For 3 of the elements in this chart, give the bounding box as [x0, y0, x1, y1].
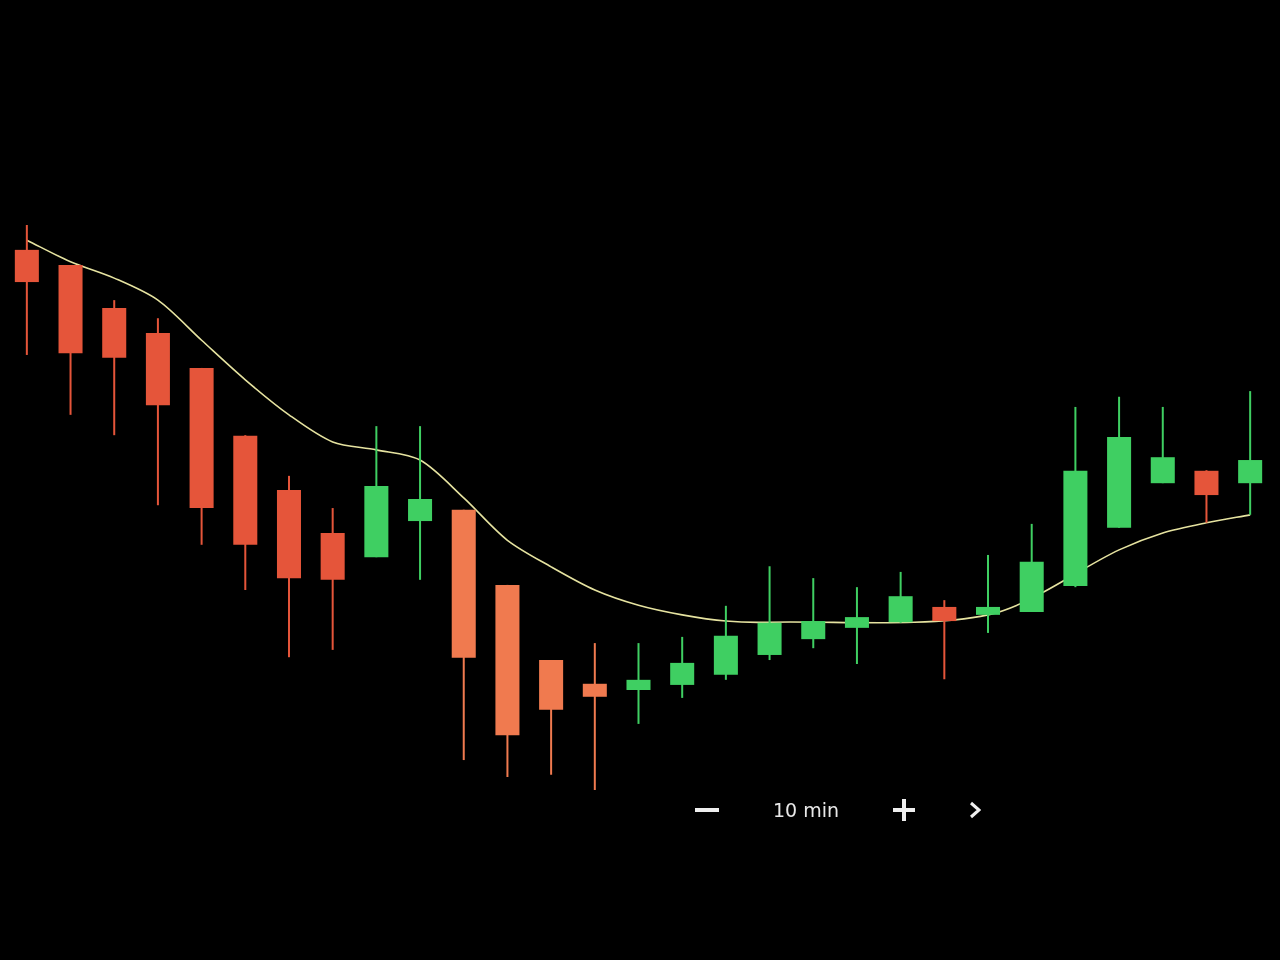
text: 10 min	[772, 799, 840, 821]
candlestick	[582, 643, 607, 790]
candlestick	[976, 554, 1001, 633]
